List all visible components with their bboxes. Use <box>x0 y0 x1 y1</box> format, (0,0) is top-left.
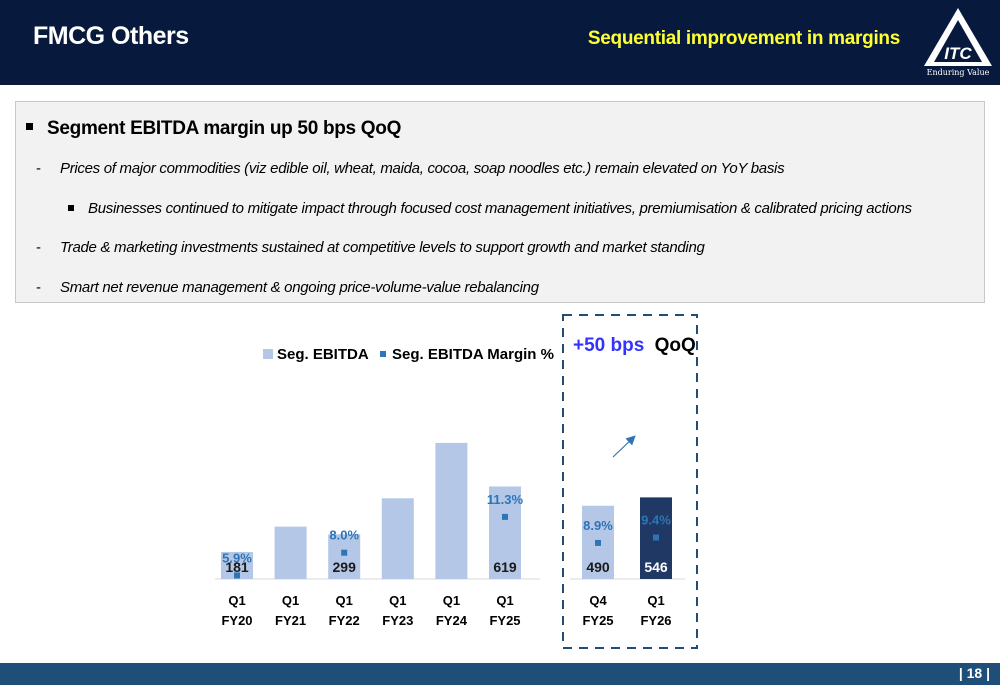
x-tick-year: FY25 <box>489 613 520 628</box>
headline-text: Segment EBITDA margin up 50 bps QoQ <box>47 118 402 139</box>
x-tick-quarter: Q1 <box>647 593 664 608</box>
ebitda-bar <box>435 442 468 579</box>
x-tick-quarter: Q1 <box>496 593 513 608</box>
margin-label: 9.4% <box>641 513 671 528</box>
x-tick-year: FY24 <box>436 613 468 628</box>
x-tick-quarter: Q1 <box>336 593 353 608</box>
qoq-highlight-frame <box>562 314 698 649</box>
x-tick-quarter: Q4 <box>589 593 607 608</box>
margin-label: 5.9% <box>222 550 252 565</box>
bullet-square-icon <box>26 123 33 131</box>
header-bar: FMCG Others Sequential improvement in ma… <box>0 0 1000 85</box>
x-tick-year: FY25 <box>582 613 613 628</box>
x-tick-year: FY23 <box>382 613 413 628</box>
page-number: | 18 | <box>958 665 990 681</box>
bullet-line-3: - Trade & marketing investments sustained… <box>36 239 705 256</box>
qoq-callout-suffix: QoQ <box>655 335 696 356</box>
x-tick-year: FY21 <box>275 613 306 628</box>
legend-swatch-ebitda <box>263 349 273 359</box>
margin-point <box>653 534 659 541</box>
bullet-line-1: - Prices of major commodities (viz edible… <box>36 160 785 177</box>
logo-tagline: Enduring Value <box>926 68 990 77</box>
bar-value-label: 619 <box>493 559 517 575</box>
legend-label-margin: Seg. EBITDA Margin % <box>392 346 554 363</box>
legend-label-ebitda: Seg. EBITDA <box>277 346 369 363</box>
margin-label: 8.0% <box>329 528 359 543</box>
margin-point <box>502 513 508 520</box>
ebitda-bar <box>274 526 307 579</box>
logo-text: ITC <box>944 44 972 63</box>
bar-value-label: 299 <box>333 559 357 575</box>
key-points-box: Segment EBITDA margin up 50 bps QoQ - Pri… <box>15 101 985 303</box>
qoq-arrow <box>612 435 636 458</box>
x-tick-year: FY22 <box>329 613 360 628</box>
bar-value-label: 181 <box>225 559 249 575</box>
x-tick-quarter: Q1 <box>443 593 460 608</box>
margin-label: 11.3% <box>487 492 524 507</box>
x-tick-year: FY26 <box>640 613 671 628</box>
chart-legend: Seg. EBITDA Seg. EBITDA Margin % <box>263 346 554 363</box>
ebitda-bar <box>489 486 521 579</box>
bullet-text: Prices of major commodities (viz edible … <box>60 160 785 177</box>
key-headline: Segment EBITDA margin up 50 bps QoQ <box>26 118 401 140</box>
bar-value-label: 490 <box>586 559 610 575</box>
qoq-callout: +50 bps QoQ <box>573 335 696 356</box>
x-tick-year: FY20 <box>221 613 252 628</box>
margin-point <box>341 549 348 556</box>
qoq-callout-highlight: +50 bps <box>573 335 644 356</box>
page-subtitle: Sequential improvement in margins <box>587 28 900 49</box>
margin-point <box>595 539 601 546</box>
margin-point <box>234 572 240 579</box>
bullet-line-4: - Smart net revenue management & ongoing … <box>36 279 539 296</box>
bar-value-label: 546 <box>644 559 668 575</box>
bullet-text: Businesses continued to mitigate impact … <box>88 200 912 217</box>
ebitda-bar <box>328 534 361 579</box>
bullet-marker: - <box>36 279 41 296</box>
ebitda-bar <box>381 498 414 579</box>
legend-swatch-margin <box>380 351 386 357</box>
bullet-marker: - <box>36 160 41 177</box>
page-title: FMCG Others <box>33 22 189 50</box>
sub-bullet-square-icon <box>68 205 74 212</box>
bullet-line-2: Businesses continued to mitigate impact … <box>68 200 912 217</box>
footer-bar: | 18 | <box>0 663 1000 685</box>
x-tick-quarter: Q1 <box>282 593 299 608</box>
x-tick-quarter: Q1 <box>228 593 245 608</box>
ebitda-chart: Seg. EBITDA Seg. EBITDA Margin % 1815.9%… <box>215 314 698 649</box>
bullet-marker: - <box>36 239 41 256</box>
itc-logo-icon: ITC <box>924 8 992 66</box>
margin-label: 8.9% <box>583 518 613 533</box>
bullet-text: Smart net revenue management & ongoing p… <box>60 279 539 296</box>
x-tick-quarter: Q1 <box>389 593 406 608</box>
itc-logo: ITC Enduring Value <box>922 6 994 82</box>
bullet-text: Trade & marketing investments sustained … <box>60 239 705 256</box>
